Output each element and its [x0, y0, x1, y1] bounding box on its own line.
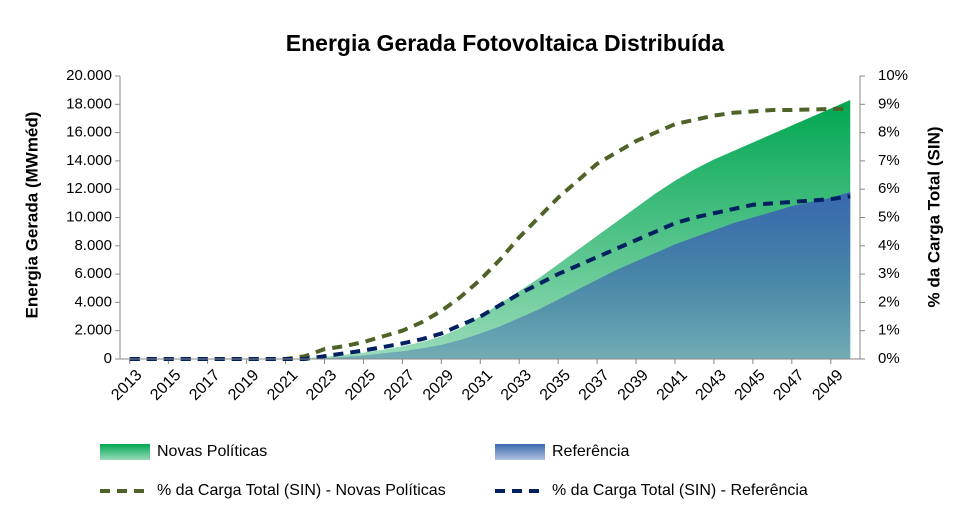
y2-tick-label: 7%	[878, 152, 900, 169]
legend-label: % da Carga Total (SIN) - Referência	[552, 482, 808, 499]
legend-label: Novas Políticas	[157, 443, 267, 460]
y2-tick-label: 2%	[878, 293, 900, 310]
y-tick-label: 12.000	[66, 180, 112, 197]
x-tick-label: 2041	[654, 367, 691, 404]
area	[129, 192, 851, 359]
x-tick-label: 2047	[770, 367, 807, 404]
y2-tick-label: 10%	[878, 67, 908, 84]
y-tick-label: 8.000	[74, 237, 112, 254]
x-tick-label: 2031	[459, 367, 496, 404]
legend-label: Referência	[552, 443, 629, 460]
x-tick-label: 2035	[537, 367, 574, 404]
y-tick-label: 20.000	[66, 67, 112, 84]
x-tick-label: 2033	[498, 367, 535, 404]
x-tick-label: 2015	[147, 367, 184, 404]
y2-tick-label: 0%	[878, 350, 900, 367]
x-tick-label: 2049	[809, 367, 846, 404]
y2-tick-label: 5%	[878, 208, 900, 225]
y2-tick-label: 6%	[878, 180, 900, 197]
y-axis-label: Energia Gerada (MWméd)	[22, 112, 41, 319]
y2-tick-label: 9%	[878, 95, 900, 112]
y-tick-label: 10.000	[66, 208, 112, 225]
y2-tick-label: 3%	[878, 265, 900, 282]
y2-tick-label: 8%	[878, 124, 900, 141]
x-tick-label: 2043	[693, 367, 730, 404]
y-tick-label: 6.000	[74, 265, 112, 282]
y-tick-label: 18.000	[66, 95, 112, 112]
y2-tick-label: 4%	[878, 237, 900, 254]
y-tick-label: 14.000	[66, 152, 112, 169]
chart-title: Energia Gerada Fotovoltaica Distribuída	[286, 30, 725, 56]
y2-axis-label: % da Carga Total (SIN)	[924, 126, 943, 307]
y-tick-label: 4.000	[74, 293, 112, 310]
x-tick-label: 2045	[732, 367, 769, 404]
y-tick-label: 16.000	[66, 124, 112, 141]
x-tick-label: 2027	[381, 367, 418, 404]
x-tick-label: 2037	[576, 367, 613, 404]
y2-tick-label: 1%	[878, 322, 900, 339]
x-tick-label: 2039	[615, 367, 652, 404]
legend-swatch	[495, 444, 545, 460]
legend-label: % da Carga Total (SIN) - Novas Políticas	[157, 482, 446, 499]
x-tick-label: 2025	[342, 367, 379, 404]
x-tick-label: 2021	[264, 367, 301, 404]
y-tick-label: 2.000	[74, 322, 112, 339]
x-tick-label: 2029	[420, 367, 457, 404]
y-tick-label: 0	[104, 350, 112, 367]
x-tick-label: 2013	[108, 367, 145, 404]
x-tick-label: 2023	[303, 367, 340, 404]
x-tick-label: 2017	[186, 367, 223, 404]
x-tick-label: 2019	[225, 367, 262, 404]
legend-swatch	[100, 444, 150, 460]
